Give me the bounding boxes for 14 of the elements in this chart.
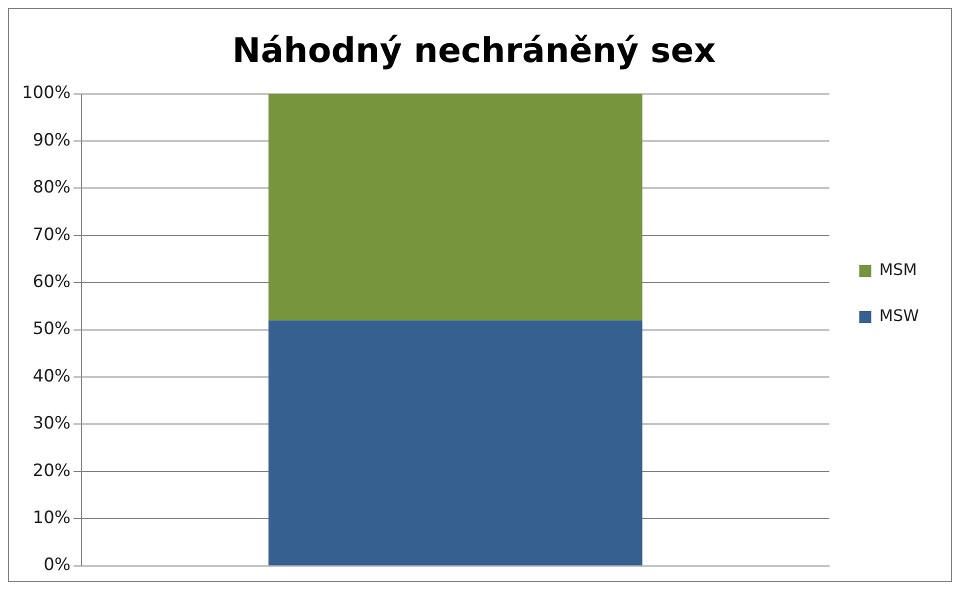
y-tick-label: 20% [32, 460, 71, 481]
chart-title: Náhodný nechráněný sex [232, 31, 716, 72]
y-tick-label: 30% [32, 414, 71, 434]
y-tick-label: 70% [32, 224, 71, 245]
legend-label: MSW [879, 306, 920, 326]
y-tick-label: 40% [32, 366, 71, 386]
y-tick-label: 100% [22, 83, 71, 104]
y-tick-label: 90% [32, 130, 71, 150]
y-tick-label: 0% [44, 555, 71, 576]
legend-label: MSM [879, 260, 917, 280]
y-tick-label: 80% [32, 178, 71, 198]
y-tick-label: 10% [32, 508, 71, 528]
y-tick-label: 60% [32, 272, 71, 292]
y-tick-label: 50% [32, 319, 71, 340]
